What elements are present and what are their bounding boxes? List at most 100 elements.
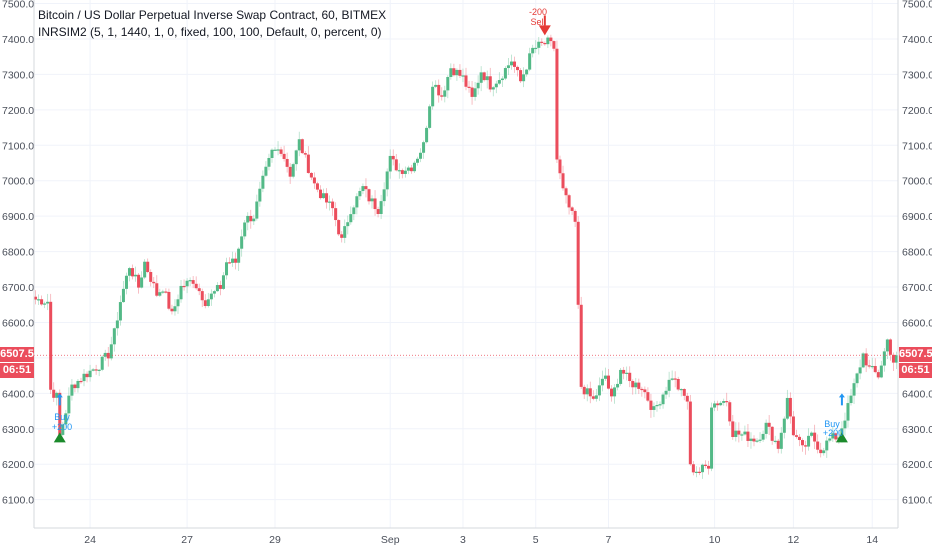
candle-body — [34, 296, 38, 300]
candle-body — [464, 75, 468, 87]
candle-body — [428, 106, 432, 128]
candle-body — [97, 369, 101, 371]
candle-body — [446, 77, 450, 91]
candle-body — [352, 207, 356, 215]
candle-body — [473, 88, 477, 97]
sell-signal-label: Sell — [530, 17, 546, 27]
x-tick-label: 12 — [788, 534, 800, 546]
candle-body — [710, 407, 714, 469]
candle-body — [882, 351, 886, 366]
candle-body — [470, 87, 474, 97]
candle-body — [834, 433, 838, 440]
countdown-tag-right: 06:51 — [899, 363, 932, 378]
candle-body — [164, 291, 168, 293]
candle-body — [525, 69, 529, 75]
candle-body — [722, 401, 726, 403]
candle-body — [246, 215, 250, 223]
candle-body — [761, 433, 765, 440]
candle-body — [67, 395, 71, 414]
x-tick-label: 14 — [866, 534, 878, 546]
y-tick-label-left: 6700.0 — [2, 282, 34, 294]
candle-body — [152, 281, 156, 284]
candle-body — [70, 384, 74, 396]
candle-body — [707, 465, 711, 469]
candle-body — [276, 149, 280, 151]
candle-body — [115, 320, 119, 329]
study-legend[interactable]: INRSIM2 (5, 1, 1440, 1, 0, fixed, 100, 1… — [38, 25, 382, 39]
candle-body — [270, 149, 274, 158]
candle-body — [658, 404, 662, 406]
candle-body — [467, 86, 471, 88]
candle-body — [888, 339, 892, 355]
candle-body — [579, 304, 583, 387]
candle-body — [109, 344, 113, 359]
candle-body — [606, 375, 610, 389]
candle-body — [249, 215, 253, 222]
candle-body — [558, 159, 562, 174]
last-price-tag-left: 6507.5 — [0, 347, 34, 362]
candle-body — [282, 153, 286, 159]
y-tick-label-right: 6100.0 — [902, 495, 932, 507]
candle-body — [807, 435, 811, 447]
candle-body — [173, 306, 177, 312]
x-tick-label: 24 — [84, 534, 96, 546]
candle-body — [819, 449, 823, 454]
candle-body — [640, 388, 644, 391]
candle-body — [822, 450, 826, 454]
candle-body — [455, 69, 459, 76]
candle-body — [161, 291, 165, 293]
candle-body — [46, 301, 50, 304]
y-tick-label-left: 6600.0 — [2, 317, 34, 329]
candle-body — [234, 258, 238, 263]
candle-body — [200, 291, 204, 301]
candle-body — [146, 261, 150, 273]
signal-markers — [53, 15, 848, 443]
candle-body — [155, 283, 159, 296]
candle-body — [294, 150, 298, 165]
y-tick-label-left: 6200.0 — [2, 459, 34, 471]
candle-body — [846, 403, 850, 421]
candle-body — [85, 373, 89, 378]
candle-body — [767, 422, 771, 427]
candle-body — [291, 164, 295, 177]
y-tick-label-left: 6400.0 — [2, 388, 34, 400]
candle-body — [891, 354, 895, 363]
candle-body — [221, 275, 225, 289]
candle-body — [355, 196, 359, 208]
x-tick-label: Sep — [381, 534, 400, 546]
candle-body — [185, 280, 189, 287]
candle-body — [679, 389, 683, 391]
buy-signal-2-label: Buy — [824, 419, 840, 429]
candle-body — [191, 280, 195, 284]
candle-body — [873, 365, 877, 373]
candle-body — [434, 84, 438, 87]
candle-body — [691, 464, 695, 473]
candle-body — [55, 392, 59, 398]
candle-body — [728, 402, 732, 422]
y-tick-label-left: 6300.0 — [2, 424, 34, 436]
candle-body — [140, 277, 144, 288]
chart-title: Bitcoin / US Dollar Perpetual Inverse Sw… — [38, 8, 387, 22]
candle-body — [670, 378, 674, 380]
candle-body — [746, 431, 750, 441]
x-tick-label: 5 — [533, 534, 539, 546]
candle-body — [764, 422, 768, 434]
candle-body — [149, 272, 153, 282]
candle-body — [49, 301, 53, 390]
candle-body — [79, 380, 83, 383]
candle-body — [443, 90, 447, 97]
candle-body — [61, 424, 65, 435]
candle-body — [573, 210, 577, 222]
last-price-tag-right: 6507.5 — [899, 347, 932, 362]
candle-body — [588, 388, 592, 397]
candle-body — [567, 195, 571, 208]
candle-body — [273, 149, 277, 151]
candle-body — [322, 193, 326, 199]
y-tick-label-left: 6900.0 — [2, 211, 34, 223]
candle-body — [785, 397, 789, 419]
candle-body — [391, 155, 395, 160]
candle-body — [652, 406, 656, 410]
candle-body — [358, 191, 362, 197]
candle-body — [76, 380, 80, 389]
